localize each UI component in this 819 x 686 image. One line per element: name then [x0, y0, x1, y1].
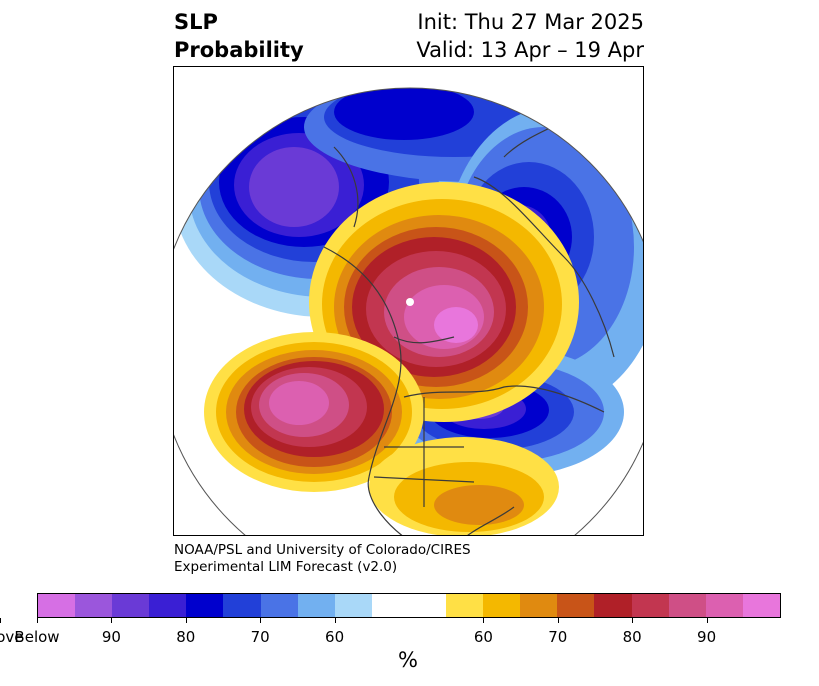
probability-map — [174, 87, 643, 535]
colorbar-tick-label: Above — [0, 628, 24, 646]
colorbar-swatch — [594, 594, 632, 617]
above-normal-region-pacific — [204, 332, 424, 492]
colorbar-swatch — [186, 594, 224, 617]
colorbar-swatch — [705, 594, 743, 617]
credit-line-2: Experimental LIM Forecast (v2.0) — [174, 559, 398, 575]
title-type: Probability — [174, 38, 304, 62]
colorbar-tick-label: 70 — [548, 628, 568, 646]
colorbar-swatch — [297, 594, 335, 617]
credit-text: NOAA/PSL and University of Colorado/CIRE… — [174, 542, 471, 576]
colorbar-tick — [557, 618, 559, 623]
init-date: Init: Thu 27 Mar 2025 — [417, 10, 644, 34]
colorbar-swatch — [557, 594, 595, 617]
colorbar-tick-label: 90 — [697, 628, 717, 646]
title-variable: SLP — [174, 10, 218, 34]
colorbar-swatch — [742, 594, 780, 617]
valid-range: Valid: 13 Apr – 19 Apr — [416, 38, 644, 62]
map-panel — [173, 66, 644, 536]
colorbar-swatch — [334, 594, 372, 617]
colorbar-tick-label: 90 — [101, 628, 121, 646]
colorbar-swatch — [75, 594, 113, 617]
title-right: Init: Thu 27 Mar 2025 Valid: 13 Apr – 19… — [416, 8, 644, 64]
colorbar-swatch — [520, 594, 558, 617]
colorbar-tick — [185, 618, 187, 623]
colorbar-swatch — [446, 594, 484, 617]
colorbar-swatch — [631, 594, 669, 617]
colorbar-swatch — [260, 594, 298, 617]
colorbar-tick-label: 80 — [176, 628, 196, 646]
pole-marker — [406, 298, 414, 306]
above-normal-region-north-america — [369, 437, 559, 535]
colorbar-tick — [706, 618, 708, 623]
title-left: SLP Probability — [174, 8, 304, 64]
colorbar-swatch — [112, 594, 150, 617]
colorbar-tick — [260, 618, 262, 623]
colorbar-tick-label: 60 — [325, 628, 345, 646]
colorbar-swatch — [668, 594, 706, 617]
colorbar-tick — [37, 618, 38, 623]
colorbar-tick — [483, 618, 485, 623]
map-boundary — [174, 87, 643, 535]
credit-line-1: NOAA/PSL and University of Colorado/CIRE… — [174, 542, 471, 558]
colorbar-tick — [111, 618, 113, 623]
colorbar — [37, 593, 781, 618]
colorbar-swatch — [38, 594, 76, 617]
colorbar-tick-label: Below — [14, 628, 60, 646]
colorbar-tick — [632, 618, 634, 623]
colorbar-tick — [334, 618, 336, 623]
colorbar-swatch — [483, 594, 521, 617]
coastlines — [323, 106, 615, 535]
colorbar-tick-label: 70 — [250, 628, 270, 646]
colorbar-swatch — [223, 594, 261, 617]
colorbar-swatch — [149, 594, 187, 617]
colorbar-tick — [0, 618, 1, 623]
colorbar-swatch — [371, 594, 447, 617]
colorbar-tick-label: 60 — [473, 628, 493, 646]
colorbar-tick-label: 80 — [622, 628, 642, 646]
colorbar-unit: % — [398, 648, 418, 672]
